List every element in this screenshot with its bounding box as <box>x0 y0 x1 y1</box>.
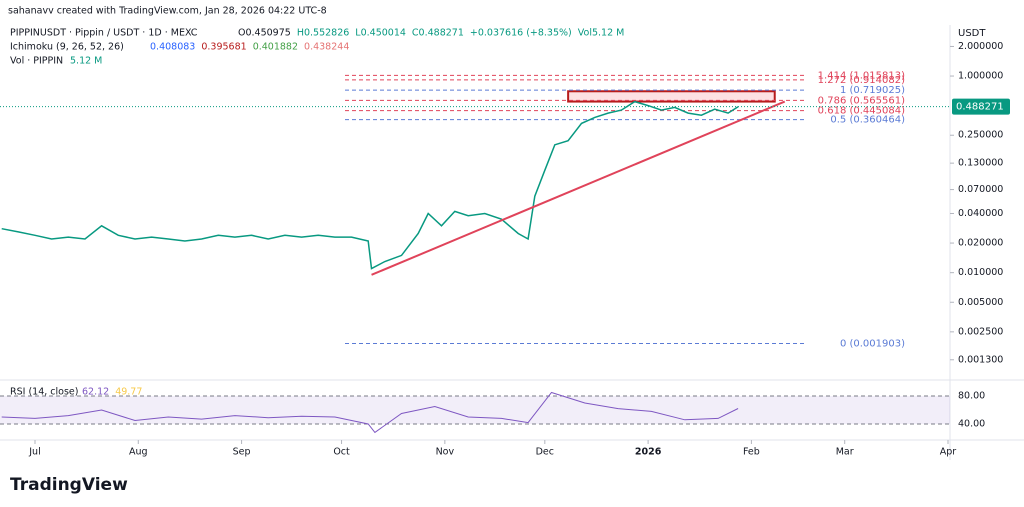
fib-label: 1.414 (1.015813) <box>818 70 905 81</box>
fib-label: 1.272 (0.914082) <box>818 75 905 86</box>
x-tick-label: 2026 <box>635 447 662 458</box>
fib-label: 1 (0.719025) <box>840 85 905 96</box>
rsi-band <box>0 395 950 425</box>
ichimoku-value: 0.395681 <box>201 42 246 53</box>
credit: sahanavv created with TradingView.com, J… <box>8 6 327 17</box>
x-tick-label: Nov <box>436 447 455 458</box>
volume-value: 5.12 M <box>70 56 102 67</box>
trendline <box>371 100 786 276</box>
x-tick-label: Jul <box>28 447 40 458</box>
ohlc-value: O0.450975 <box>238 28 291 39</box>
y-tick-label: 0.250000 <box>958 130 1003 141</box>
ichimoku-name: Ichimoku (9, 26, 52, 26) <box>10 42 124 53</box>
y-tick-label: 0.005000 <box>958 297 1003 308</box>
volume-name: Vol · PIPPIN <box>10 56 63 67</box>
ohlc-value: H0.552826 <box>297 28 349 39</box>
y-tick-label: 0.001300 <box>958 354 1003 365</box>
rsi-reading: 62.12 <box>82 387 109 398</box>
rsi-tick-label: 40.00 <box>958 419 985 430</box>
fib-label: 0.786 (0.565561) <box>818 95 905 106</box>
y-tick-label: 2.000000 <box>958 41 1003 52</box>
ohlc-value: L0.450014 <box>355 28 406 39</box>
ichimoku-value: 0.401882 <box>253 42 298 53</box>
fib-label: 0.618 (0.445084) <box>818 106 905 117</box>
y-tick-label: 0.020000 <box>958 238 1003 249</box>
x-tick-label: Dec <box>536 447 554 458</box>
y-tick-label: 0.130000 <box>958 158 1003 169</box>
ichimoku-value: 0.438244 <box>304 42 349 53</box>
x-tick-label: Aug <box>129 447 148 458</box>
rsi-name: RSI (14, close) <box>10 387 78 398</box>
fib-label: 0 (0.001903) <box>840 339 905 350</box>
y-tick-label: 1.000000 <box>958 71 1003 82</box>
last-price-tag <box>952 98 1010 115</box>
currency: USDT <box>958 28 986 39</box>
y-tick-label: 0.010000 <box>958 267 1003 278</box>
last-price-label: 0.488271 <box>956 102 1004 113</box>
fib-label: 0.5 (0.360464) <box>830 115 905 126</box>
x-tick-label: Sep <box>233 447 251 458</box>
ichimoku-value: 0.408083 <box>150 42 195 53</box>
x-tick-label: Apr <box>940 447 957 458</box>
resistance-zone <box>567 90 776 103</box>
rsi-reading: 49.77 <box>115 387 142 398</box>
logo: TradingView <box>10 475 128 495</box>
ohlc-value: +0.037616 (+8.35%) <box>470 28 572 39</box>
price-line <box>1 100 739 270</box>
y-tick-label: 0.070000 <box>958 184 1003 195</box>
logo-text: TradingView <box>10 475 128 495</box>
symbol: PIPPINUSDT · Pippin / USDT · 1D · MEXC <box>10 28 198 39</box>
x-tick-label: Feb <box>743 447 760 458</box>
x-tick-label: Mar <box>836 447 854 458</box>
ohlc-value: Vol5.12 M <box>578 28 625 39</box>
rsi-tick-label: 80.00 <box>958 390 985 401</box>
rsi-line <box>1 391 739 434</box>
ohlc-value: C0.488271 <box>412 28 464 39</box>
y-tick-label: 0.040000 <box>958 208 1003 219</box>
y-tick-label: 0.002500 <box>958 326 1003 337</box>
x-tick-label: Oct <box>333 447 350 458</box>
